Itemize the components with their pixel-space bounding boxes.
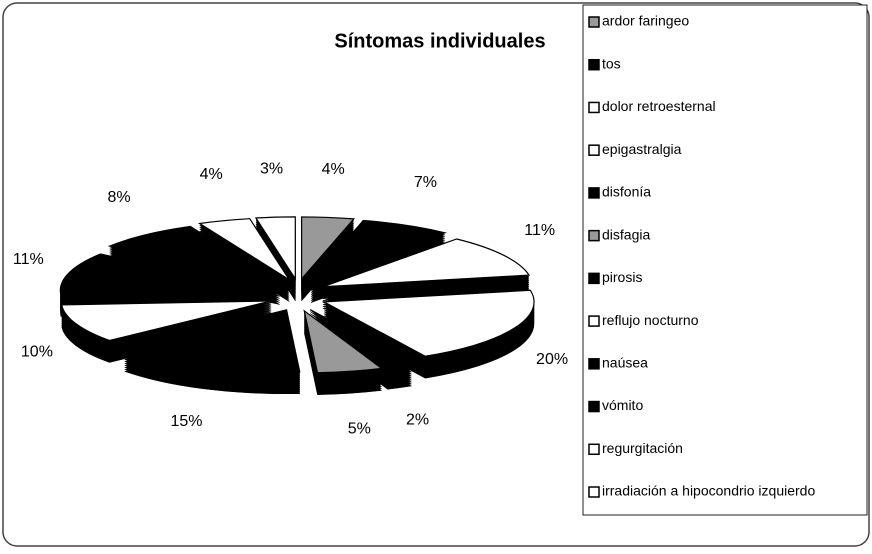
data-label: 8% bbox=[107, 189, 130, 206]
legend-label: ardor faringeo bbox=[602, 13, 689, 29]
legend-label: naúsea bbox=[602, 355, 648, 371]
legend-swatch bbox=[588, 315, 600, 327]
legend-swatch bbox=[588, 144, 600, 156]
data-label: 4% bbox=[200, 166, 223, 183]
data-label: 3% bbox=[260, 161, 283, 178]
data-label: 4% bbox=[322, 161, 345, 178]
pie: 4% 7% 11% 20% 2% 5% 15% 10% 11% 8% 4% 3% bbox=[13, 161, 568, 438]
legend-swatch bbox=[588, 187, 600, 199]
slice bbox=[301, 216, 356, 281]
data-label: 5% bbox=[348, 420, 371, 437]
slice bbox=[197, 218, 290, 281]
legend-label: disfonía bbox=[602, 184, 651, 200]
slice bbox=[322, 238, 531, 288]
slice bbox=[122, 309, 301, 373]
legend-label: disfagia bbox=[602, 226, 650, 242]
slice bbox=[60, 300, 272, 342]
legend-swatch bbox=[588, 101, 600, 114]
legend-swatch bbox=[588, 16, 600, 28]
legend-swatch bbox=[588, 58, 600, 71]
data-label: 15% bbox=[170, 413, 202, 430]
legend-box bbox=[582, 4, 868, 516]
chart-title: Síntomas individuales bbox=[334, 30, 545, 52]
legend-label: pirosis bbox=[602, 269, 642, 285]
legend-swatch bbox=[588, 358, 600, 370]
slice bbox=[309, 219, 448, 282]
data-label: 7% bbox=[414, 174, 437, 191]
slice bbox=[254, 216, 296, 281]
data-label: 11% bbox=[13, 251, 44, 268]
data-label: 2% bbox=[406, 411, 429, 428]
slice bbox=[309, 309, 414, 368]
legend-label: reflujo nocturno bbox=[602, 312, 699, 328]
slice bbox=[303, 309, 384, 374]
legend-swatch bbox=[588, 486, 600, 498]
legend: ardor faringeo tos dolor retroesternal epig… bbox=[588, 13, 815, 499]
legend-swatch bbox=[588, 443, 600, 456]
legend-swatch bbox=[588, 229, 600, 242]
slice bbox=[107, 225, 280, 284]
legend-label: tos bbox=[602, 55, 621, 71]
data-label: 11% bbox=[524, 222, 555, 239]
legend-label: vómito bbox=[602, 397, 643, 413]
data-label: 10% bbox=[21, 344, 53, 361]
legend-label: regurgitación bbox=[602, 440, 683, 456]
legend-swatch bbox=[588, 272, 600, 285]
legend-label: irradiación a hipocondrio izquierdo bbox=[602, 483, 815, 499]
legend-swatch bbox=[588, 400, 600, 413]
data-label: 20% bbox=[536, 351, 568, 368]
slice bbox=[321, 289, 535, 357]
legend-label: epigastralgia bbox=[602, 141, 682, 157]
slice bbox=[59, 253, 271, 295]
legend-label: dolor retroesternal bbox=[602, 98, 716, 114]
